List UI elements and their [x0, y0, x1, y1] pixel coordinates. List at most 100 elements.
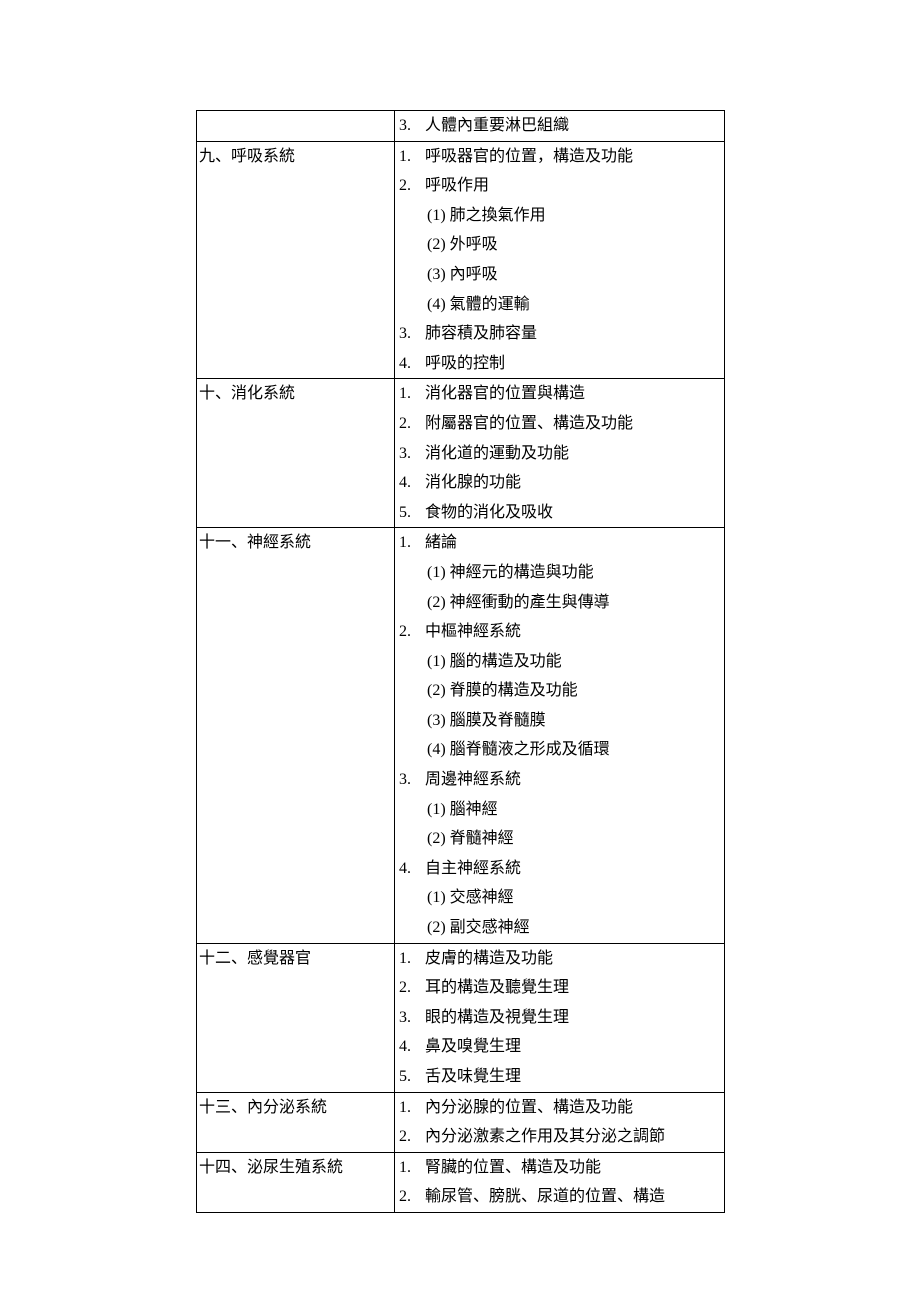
item-text: 緒論	[425, 528, 724, 558]
item-number: 3.	[395, 765, 425, 795]
item-text: 呼吸的控制	[425, 349, 724, 379]
content-cell: 1.內分泌腺的位置、構造及功能2.內分泌激素之作用及其分泌之調節	[395, 1092, 725, 1152]
item-number: 1.	[395, 1153, 425, 1183]
table-row: 九、呼吸系統1.呼吸器官的位置，構造及功能2.呼吸作用(1) 肺之換氣作用(2)…	[197, 141, 725, 379]
item-text: 周邊神經系統	[425, 765, 724, 795]
topic-cell: 十四、泌尿生殖系統	[197, 1152, 395, 1212]
item-number: 1.	[395, 528, 425, 558]
topic-cell: 十一、神經系統	[197, 528, 395, 943]
list-item: 4.鼻及嗅覺生理	[395, 1032, 724, 1062]
sub-item: (4) 腦脊髓液之形成及循環	[395, 735, 724, 765]
sub-item: (1) 肺之換氣作用	[395, 201, 724, 231]
list-item: 3.眼的構造及視覺生理	[395, 1003, 724, 1033]
sub-item: (3) 內呼吸	[395, 260, 724, 290]
table-row: 十二、感覺器官1.皮膚的構造及功能2.耳的構造及聽覺生理3.眼的構造及視覺生理4…	[197, 943, 725, 1092]
item-text: 內分泌激素之作用及其分泌之調節	[425, 1122, 724, 1152]
topic-cell: 十、消化系統	[197, 379, 395, 528]
content-cell: 3.人體內重要淋巴組織	[395, 111, 725, 142]
list-item: 4.呼吸的控制	[395, 349, 724, 379]
content-cell: 1.腎臟的位置、構造及功能2.輸尿管、膀胱、尿道的位置、構造	[395, 1152, 725, 1212]
syllabus-table: 3.人體內重要淋巴組織九、呼吸系統1.呼吸器官的位置，構造及功能2.呼吸作用(1…	[196, 110, 725, 1213]
item-text: 自主神經系統	[425, 854, 724, 884]
item-text: 腎臟的位置、構造及功能	[425, 1153, 724, 1183]
list-item: 1.皮膚的構造及功能	[395, 944, 724, 974]
list-item: 3.人體內重要淋巴組織	[395, 111, 724, 141]
item-text: 眼的構造及視覺生理	[425, 1003, 724, 1033]
content-cell: 1.皮膚的構造及功能2.耳的構造及聽覺生理3.眼的構造及視覺生理4.鼻及嗅覺生理…	[395, 943, 725, 1092]
sub-item: (1) 神經元的構造與功能	[395, 558, 724, 588]
content-cell: 1.緒論(1) 神經元的構造與功能(2) 神經衝動的產生與傳導2.中樞神經系統(…	[395, 528, 725, 943]
item-text: 輸尿管、膀胱、尿道的位置、構造	[425, 1182, 724, 1212]
list-item: 4.自主神經系統	[395, 854, 724, 884]
item-text: 呼吸器官的位置，構造及功能	[425, 142, 724, 172]
item-number: 1.	[395, 944, 425, 974]
table-row: 3.人體內重要淋巴組織	[197, 111, 725, 142]
table-row: 十、消化系統1.消化器官的位置與構造2.附屬器官的位置、構造及功能3.消化道的運…	[197, 379, 725, 528]
list-item: 2.呼吸作用	[395, 171, 724, 201]
item-text: 食物的消化及吸收	[425, 498, 724, 528]
list-item: 3.肺容積及肺容量	[395, 319, 724, 349]
list-item: 2.中樞神經系統	[395, 617, 724, 647]
sub-item: (2) 脊膜的構造及功能	[395, 676, 724, 706]
table-row: 十三、內分泌系統1.內分泌腺的位置、構造及功能2.內分泌激素之作用及其分泌之調節	[197, 1092, 725, 1152]
table-row: 十四、泌尿生殖系統1.腎臟的位置、構造及功能2.輸尿管、膀胱、尿道的位置、構造	[197, 1152, 725, 1212]
item-text: 人體內重要淋巴組織	[425, 111, 724, 141]
item-text: 皮膚的構造及功能	[425, 944, 724, 974]
list-item: 2.內分泌激素之作用及其分泌之調節	[395, 1122, 724, 1152]
list-item: 5.舌及味覺生理	[395, 1062, 724, 1092]
item-number: 2.	[395, 1182, 425, 1212]
sub-item: (1) 腦的構造及功能	[395, 647, 724, 677]
item-number: 1.	[395, 379, 425, 409]
sub-item: (1) 交感神經	[395, 883, 724, 913]
item-text: 肺容積及肺容量	[425, 319, 724, 349]
item-number: 2.	[395, 617, 425, 647]
list-item: 1.呼吸器官的位置，構造及功能	[395, 142, 724, 172]
sub-item: (2) 脊髓神經	[395, 824, 724, 854]
list-item: 2.附屬器官的位置、構造及功能	[395, 409, 724, 439]
item-number: 3.	[395, 319, 425, 349]
item-number: 3.	[395, 111, 425, 141]
item-number: 2.	[395, 973, 425, 1003]
list-item: 1.腎臟的位置、構造及功能	[395, 1153, 724, 1183]
table-row: 十一、神經系統1.緒論(1) 神經元的構造與功能(2) 神經衝動的產生與傳導2.…	[197, 528, 725, 943]
item-number: 5.	[395, 1062, 425, 1092]
item-number: 1.	[395, 142, 425, 172]
item-number: 4.	[395, 468, 425, 498]
list-item: 1.緒論	[395, 528, 724, 558]
content-cell: 1.消化器官的位置與構造2.附屬器官的位置、構造及功能3.消化道的運動及功能4.…	[395, 379, 725, 528]
item-text: 中樞神經系統	[425, 617, 724, 647]
topic-cell: 十二、感覺器官	[197, 943, 395, 1092]
item-text: 鼻及嗅覺生理	[425, 1032, 724, 1062]
sub-item: (1) 腦神經	[395, 795, 724, 825]
topic-cell	[197, 111, 395, 142]
topic-cell: 十三、內分泌系統	[197, 1092, 395, 1152]
item-number: 3.	[395, 439, 425, 469]
item-number: 4.	[395, 1032, 425, 1062]
item-number: 4.	[395, 854, 425, 884]
sub-item: (4) 氣體的運輸	[395, 290, 724, 320]
item-text: 消化道的運動及功能	[425, 439, 724, 469]
item-number: 2.	[395, 1122, 425, 1152]
list-item: 4.消化腺的功能	[395, 468, 724, 498]
item-number: 5.	[395, 498, 425, 528]
sub-item: (2) 神經衝動的產生與傳導	[395, 588, 724, 618]
item-number: 2.	[395, 409, 425, 439]
item-text: 消化器官的位置與構造	[425, 379, 724, 409]
item-number: 4.	[395, 349, 425, 379]
item-number: 2.	[395, 171, 425, 201]
item-text: 內分泌腺的位置、構造及功能	[425, 1093, 724, 1123]
item-number: 1.	[395, 1093, 425, 1123]
content-cell: 1.呼吸器官的位置，構造及功能2.呼吸作用(1) 肺之換氣作用(2) 外呼吸(3…	[395, 141, 725, 379]
list-item: 3.消化道的運動及功能	[395, 439, 724, 469]
item-text: 附屬器官的位置、構造及功能	[425, 409, 724, 439]
list-item: 2.輸尿管、膀胱、尿道的位置、構造	[395, 1182, 724, 1212]
sub-item: (3) 腦膜及脊髓膜	[395, 706, 724, 736]
item-text: 消化腺的功能	[425, 468, 724, 498]
list-item: 2.耳的構造及聽覺生理	[395, 973, 724, 1003]
list-item: 1.內分泌腺的位置、構造及功能	[395, 1093, 724, 1123]
item-text: 舌及味覺生理	[425, 1062, 724, 1092]
list-item: 5.食物的消化及吸收	[395, 498, 724, 528]
list-item: 3.周邊神經系統	[395, 765, 724, 795]
item-text: 耳的構造及聽覺生理	[425, 973, 724, 1003]
item-text: 呼吸作用	[425, 171, 724, 201]
